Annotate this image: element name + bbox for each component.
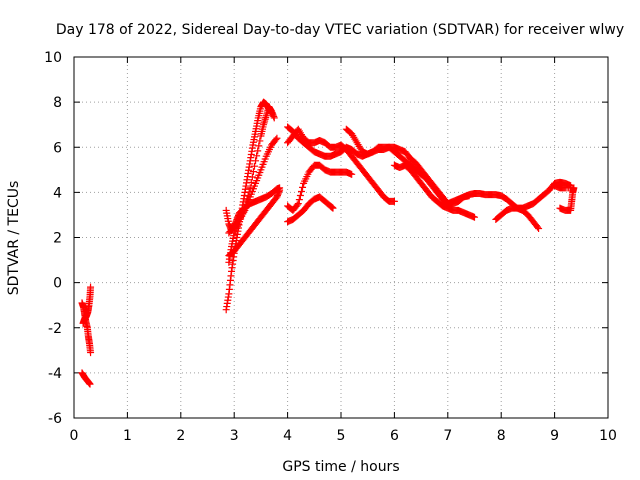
data-point xyxy=(87,349,95,357)
x-tick-label: 1 xyxy=(123,428,132,444)
data-point xyxy=(299,183,307,191)
x-tick-label: 5 xyxy=(337,428,346,444)
data-point xyxy=(270,114,278,122)
data-point xyxy=(273,134,281,142)
data-point xyxy=(249,168,257,176)
x-tick-label: 9 xyxy=(550,428,559,444)
data-point xyxy=(248,173,256,181)
y-tick-label: 6 xyxy=(53,140,62,156)
chart-title: Day 178 of 2022, Sidereal Day-to-day VTE… xyxy=(56,22,624,38)
data-point xyxy=(297,187,305,195)
data-point xyxy=(247,178,255,186)
data-point xyxy=(253,152,261,160)
plot-frame xyxy=(73,56,609,419)
data-point xyxy=(246,184,254,192)
data-point xyxy=(272,136,280,144)
data-point xyxy=(276,186,284,194)
y-tick-label: -4 xyxy=(48,366,62,382)
data-point xyxy=(551,182,559,190)
data-point xyxy=(471,213,478,221)
data-points xyxy=(78,98,578,388)
x-tick-label: 7 xyxy=(443,428,452,444)
data-point xyxy=(250,162,258,170)
y-tick-label: 8 xyxy=(53,95,62,111)
x-tick-label: 3 xyxy=(230,428,239,444)
data-point xyxy=(252,157,260,165)
data-point xyxy=(296,192,304,200)
data-point xyxy=(294,200,302,208)
y-tick-label: 4 xyxy=(53,185,62,201)
x-tick-label: 6 xyxy=(390,428,399,444)
y-tick-label: -6 xyxy=(48,411,62,427)
data-point xyxy=(329,204,337,212)
data-point xyxy=(86,380,94,388)
data-point xyxy=(348,170,356,178)
y-tick-label: 10 xyxy=(44,50,62,66)
x-axis-label: GPS time / hours xyxy=(282,459,399,475)
y-axis-label: SDTVAR / TECUs xyxy=(6,181,22,296)
data-point xyxy=(465,192,473,200)
grid xyxy=(74,57,608,418)
data-point xyxy=(295,196,303,204)
y-tick-label: 0 xyxy=(53,276,62,292)
x-tick-label: 4 xyxy=(283,428,292,444)
data-point xyxy=(254,147,262,155)
tick-labels: 0 1 2 3 4 5 6 7 8 9 10 -6 -4 -2 0 2 4 6 8 10 xyxy=(44,50,617,444)
x-tick-label: 10 xyxy=(599,428,617,444)
data-point xyxy=(390,197,398,205)
data-point xyxy=(535,224,543,232)
data-point xyxy=(87,283,95,291)
data-point xyxy=(534,223,542,231)
x-tick-label: 0 xyxy=(70,428,79,444)
y-tick-label: -2 xyxy=(48,321,62,337)
data-point xyxy=(256,137,264,145)
data-point xyxy=(293,201,301,209)
data-point xyxy=(255,142,263,150)
x-tick-label: 2 xyxy=(176,428,185,444)
y-tick-label: 2 xyxy=(53,231,62,247)
x-tick-label: 8 xyxy=(497,428,506,444)
